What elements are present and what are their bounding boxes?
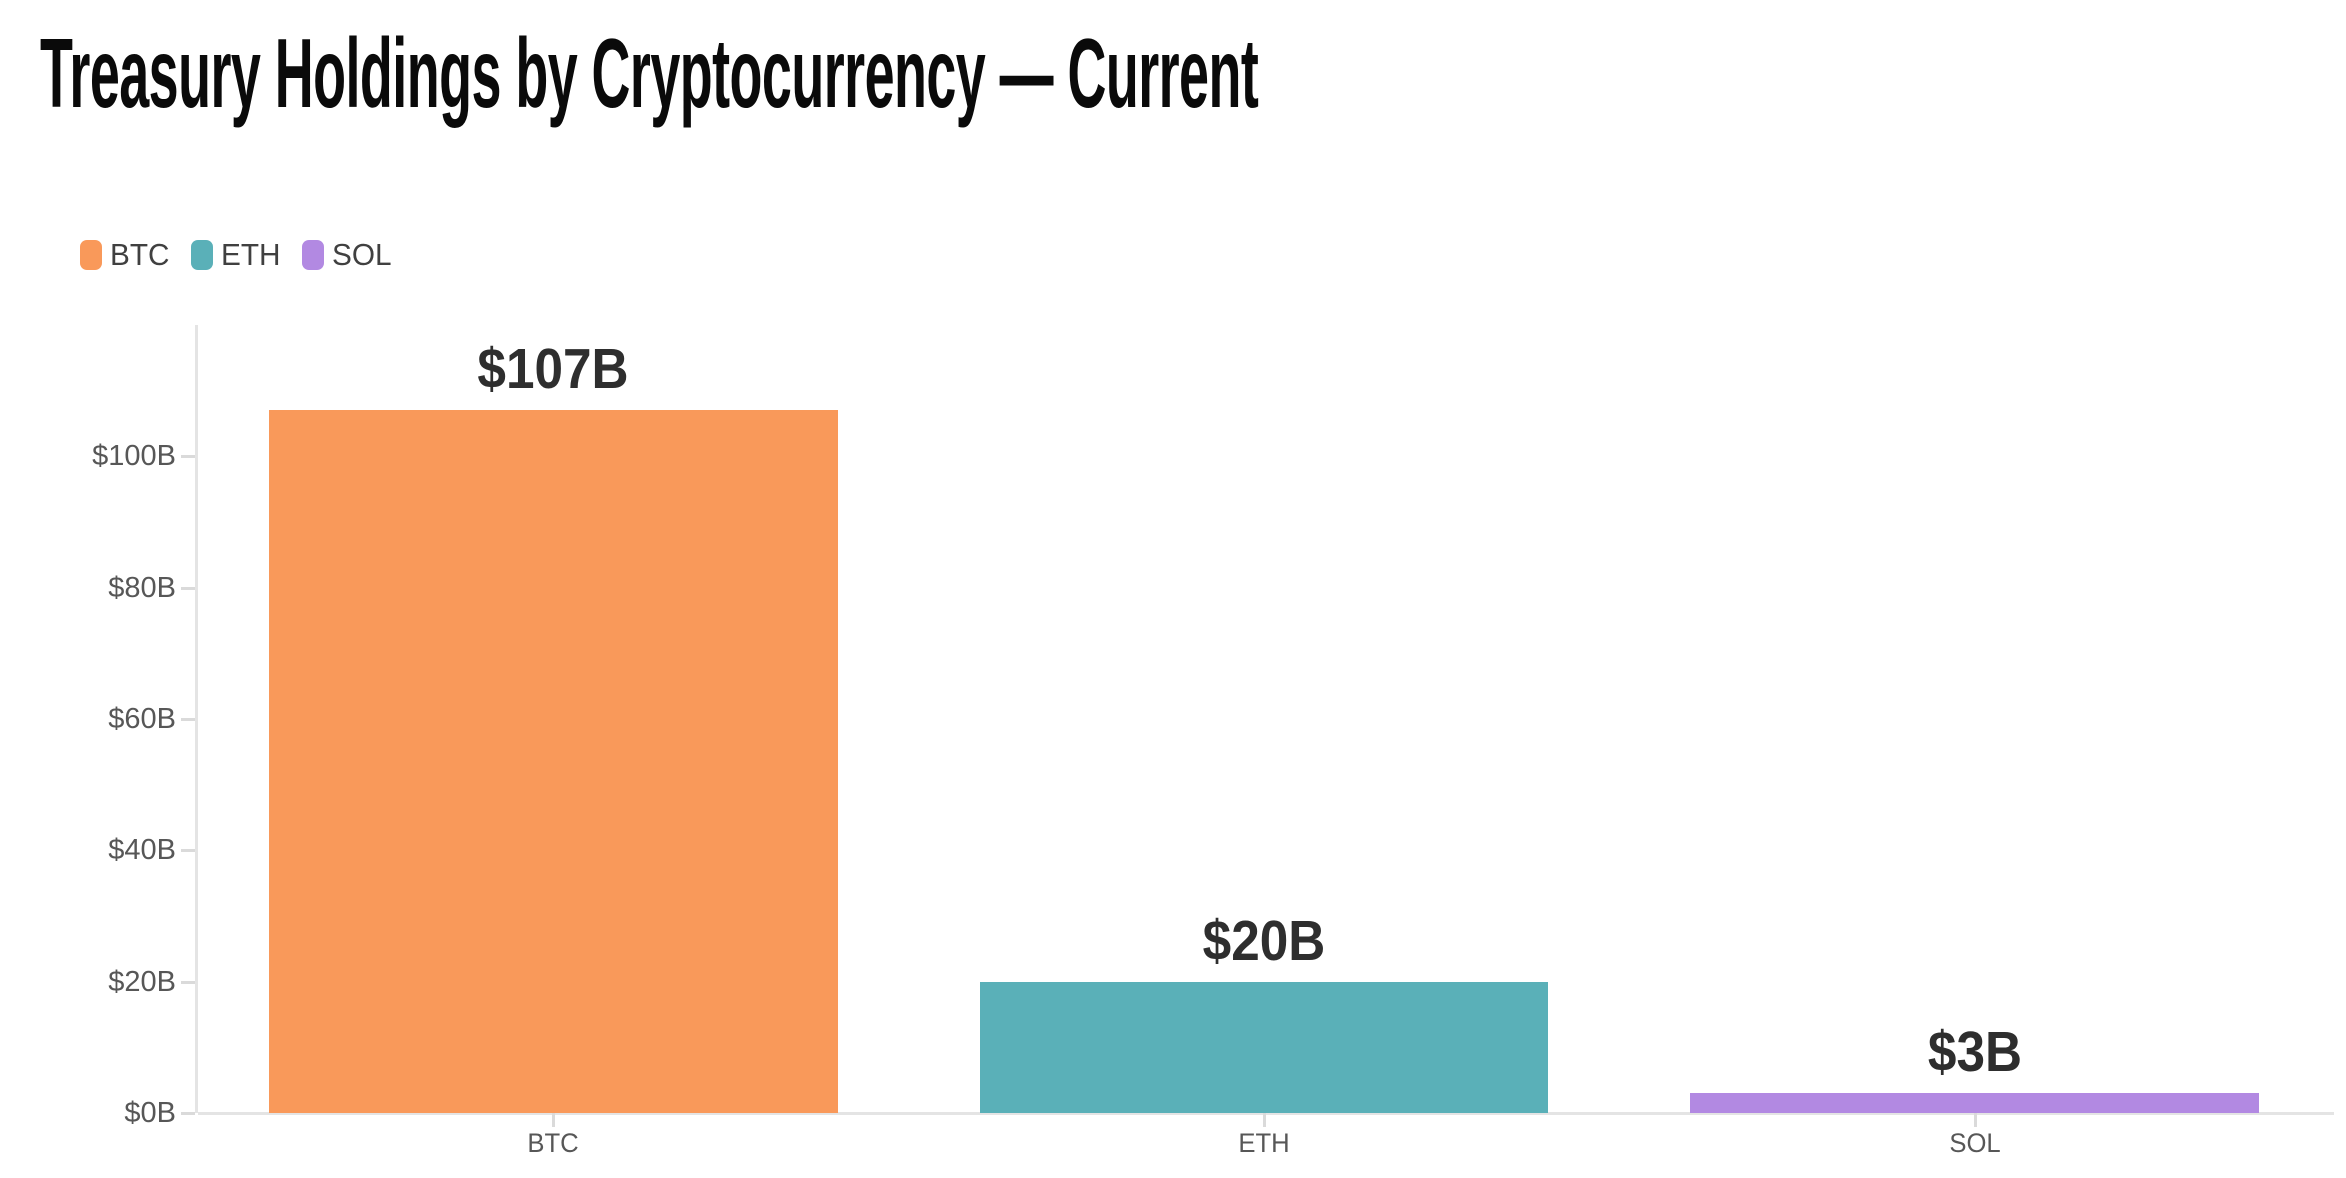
y-axis-tick xyxy=(181,980,195,984)
y-axis-tick-label: $60B xyxy=(108,703,176,735)
bar-eth[interactable] xyxy=(979,981,1549,1113)
bar-btc[interactable] xyxy=(269,410,838,1113)
legend-label: SOL xyxy=(332,237,392,272)
y-axis-tick-label: $80B xyxy=(108,571,176,604)
x-axis-label-btc: BTC xyxy=(527,1128,579,1158)
bar-value-label-eth: $20B xyxy=(1202,908,1326,973)
legend-label: ETH xyxy=(221,237,281,272)
legend-item-eth[interactable]: ETH xyxy=(191,239,283,271)
y-axis-tick xyxy=(181,455,195,459)
chart-title: Treasury Holdings by Cryptocurrency — Cu… xyxy=(40,18,1259,128)
legend-label: BTC xyxy=(110,237,170,272)
y-axis-tick-label: $20B xyxy=(108,965,176,998)
bar-sol[interactable] xyxy=(1690,1093,2259,1113)
x-axis-tick xyxy=(552,1113,556,1127)
bar-value-label-sol: $3B xyxy=(1927,1020,2022,1085)
legend-swatch-btc xyxy=(80,240,102,270)
x-axis-label-sol: SOL xyxy=(1948,1128,2001,1158)
legend-item-sol[interactable]: SOL xyxy=(302,239,394,271)
y-axis-tick xyxy=(181,586,195,590)
x-axis-tick xyxy=(1263,1113,1266,1127)
y-axis-tick xyxy=(181,849,195,853)
y-axis-tick xyxy=(181,718,195,721)
y-axis-tick-label: $0B xyxy=(124,1097,176,1129)
y-axis-tick-label: $100B xyxy=(92,440,176,473)
legend-swatch-sol xyxy=(302,240,324,270)
bar-value-label-btc: $107B xyxy=(477,337,629,402)
legend-swatch-eth xyxy=(191,240,213,270)
y-axis-line xyxy=(195,325,198,1113)
x-axis-tick xyxy=(1973,1113,1977,1127)
y-axis-tick xyxy=(181,1112,195,1115)
chart-legend: BTC ETH SOL xyxy=(80,239,394,271)
legend-item-btc[interactable]: BTC xyxy=(80,239,172,271)
y-axis-tick-label: $40B xyxy=(108,834,176,867)
x-axis-line xyxy=(198,1112,2334,1115)
x-axis-label-eth: ETH xyxy=(1238,1128,1290,1158)
